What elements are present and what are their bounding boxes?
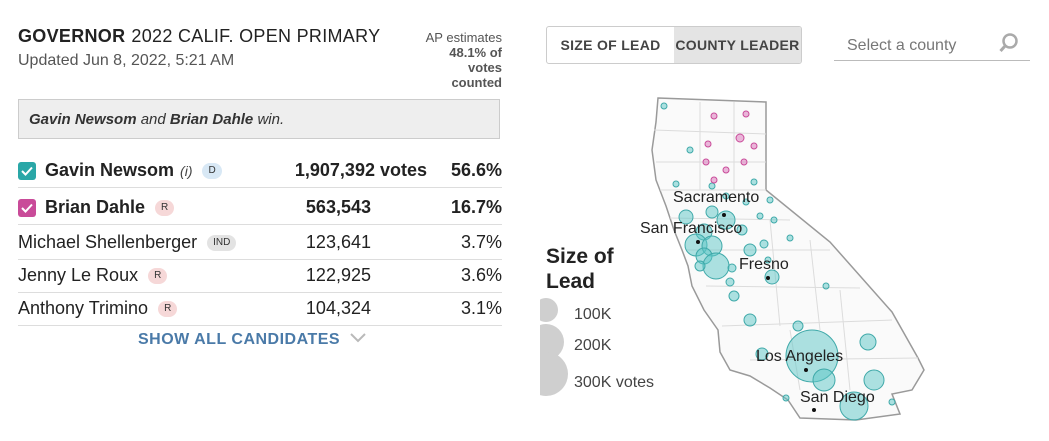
office-label: GOVERNOR bbox=[18, 26, 126, 46]
candidate-row: Brian Dahle R 563,543 16.7% bbox=[18, 191, 502, 225]
city-label-san-francisco: San Francisco bbox=[640, 220, 743, 237]
county-leader-button[interactable]: COUNTY LEADER bbox=[674, 27, 801, 63]
view-toggle: SIZE OF LEAD COUNTY LEADER bbox=[546, 26, 802, 64]
winner-name-2: Brian Dahle bbox=[169, 111, 254, 128]
legend-title-line-2: Lead bbox=[546, 270, 596, 293]
winner-win: win. bbox=[257, 111, 285, 128]
candidate-votes: 1,907,392 votes bbox=[294, 160, 427, 180]
winner-name-1: Gavin Newsom bbox=[29, 111, 137, 128]
ap-estimate-votes: votes bbox=[468, 60, 502, 75]
ap-estimate-counted: counted bbox=[451, 75, 502, 90]
legend-circle-300k bbox=[540, 352, 568, 396]
winner-check-icon bbox=[18, 198, 36, 217]
party-badge: IND bbox=[207, 234, 237, 251]
county-search-placeholder: Select a county bbox=[847, 37, 957, 54]
ap-estimate: AP estimates 48.1% of votes counted bbox=[404, 30, 502, 90]
legend-label-200k: 200K bbox=[574, 337, 612, 354]
winner-and: and bbox=[140, 111, 166, 128]
race-label: 2022 CALIF. OPEN PRIMARY bbox=[131, 26, 381, 46]
city-label-los-angeles: Los Angeles bbox=[756, 348, 844, 365]
candidate-pct: 3.1% bbox=[460, 298, 502, 318]
candidate-row: Michael Shellenberger IND 123,641 3.7% bbox=[18, 226, 502, 260]
candidate-row: Gavin Newsom (i) D 1,907,392 votes 56.6% bbox=[18, 154, 502, 188]
winner-check-icon bbox=[18, 161, 36, 180]
candidate-pct: 16.7% bbox=[450, 197, 502, 217]
legend-title-line-1: Size of bbox=[546, 245, 614, 268]
dahle-lead-bubbles bbox=[702, 110, 758, 184]
show-all-label: SHOW ALL CANDIDATES bbox=[138, 331, 341, 348]
candidate-name: Anthony Trimino bbox=[18, 298, 149, 318]
race-title: GOVERNOR 2022 CALIF. OPEN PRIMARY bbox=[18, 26, 380, 47]
chevron-down-icon bbox=[350, 333, 366, 343]
candidate-pct: 3.6% bbox=[460, 265, 502, 285]
candidate-votes: 123,641 bbox=[305, 232, 371, 252]
city-label-sacramento: Sacramento bbox=[673, 189, 760, 206]
california-county-map[interactable] bbox=[630, 90, 940, 430]
ap-estimate-label: AP estimates bbox=[425, 30, 502, 45]
ap-estimate-pct: 48.1% of bbox=[449, 45, 502, 60]
updated-timestamp: Updated Jun 8, 2022, 5:21 AM bbox=[18, 52, 235, 69]
county-search-input[interactable]: Select a county bbox=[834, 28, 1030, 61]
candidate-name: Gavin Newsom bbox=[45, 160, 175, 180]
winner-banner: Gavin Newsom and Brian Dahle win. bbox=[18, 99, 500, 139]
legend-circle-200k bbox=[540, 324, 564, 360]
newsom-lead-bubbles bbox=[660, 102, 896, 421]
search-icon bbox=[999, 33, 1018, 53]
legend-title: Size of Lead bbox=[546, 244, 614, 294]
candidate-name: Jenny Le Roux bbox=[18, 265, 139, 285]
show-all-candidates-button[interactable]: SHOW ALL CANDIDATES bbox=[138, 331, 367, 349]
party-badge: R bbox=[158, 300, 178, 317]
party-badge: R bbox=[148, 267, 168, 284]
city-dots bbox=[696, 213, 816, 412]
legend-label-300k: 300K votes bbox=[574, 374, 655, 391]
city-label-san-diego: San Diego bbox=[800, 389, 875, 406]
candidate-pct: 56.6% bbox=[450, 160, 502, 180]
size-of-lead-button[interactable]: SIZE OF LEAD bbox=[560, 37, 661, 53]
candidate-votes: 563,543 bbox=[305, 197, 371, 217]
legend-circles bbox=[540, 298, 568, 396]
candidate-row: Anthony Trimino R 104,324 3.1% bbox=[18, 292, 502, 326]
incumbent-marker: (i) bbox=[180, 162, 193, 179]
party-badge: D bbox=[202, 162, 222, 179]
legend-label-100k: 100K bbox=[574, 306, 612, 323]
candidate-votes: 104,324 bbox=[305, 298, 371, 318]
candidate-name: Michael Shellenberger bbox=[18, 232, 198, 252]
candidate-row: Jenny Le Roux R 122,925 3.6% bbox=[18, 259, 502, 293]
candidate-name: Brian Dahle bbox=[45, 197, 146, 217]
legend-circle-100k bbox=[540, 298, 558, 322]
candidate-votes: 122,925 bbox=[305, 265, 371, 285]
candidate-pct: 3.7% bbox=[460, 232, 502, 252]
party-badge: R bbox=[155, 199, 175, 216]
city-label-fresno: Fresno bbox=[739, 256, 789, 273]
